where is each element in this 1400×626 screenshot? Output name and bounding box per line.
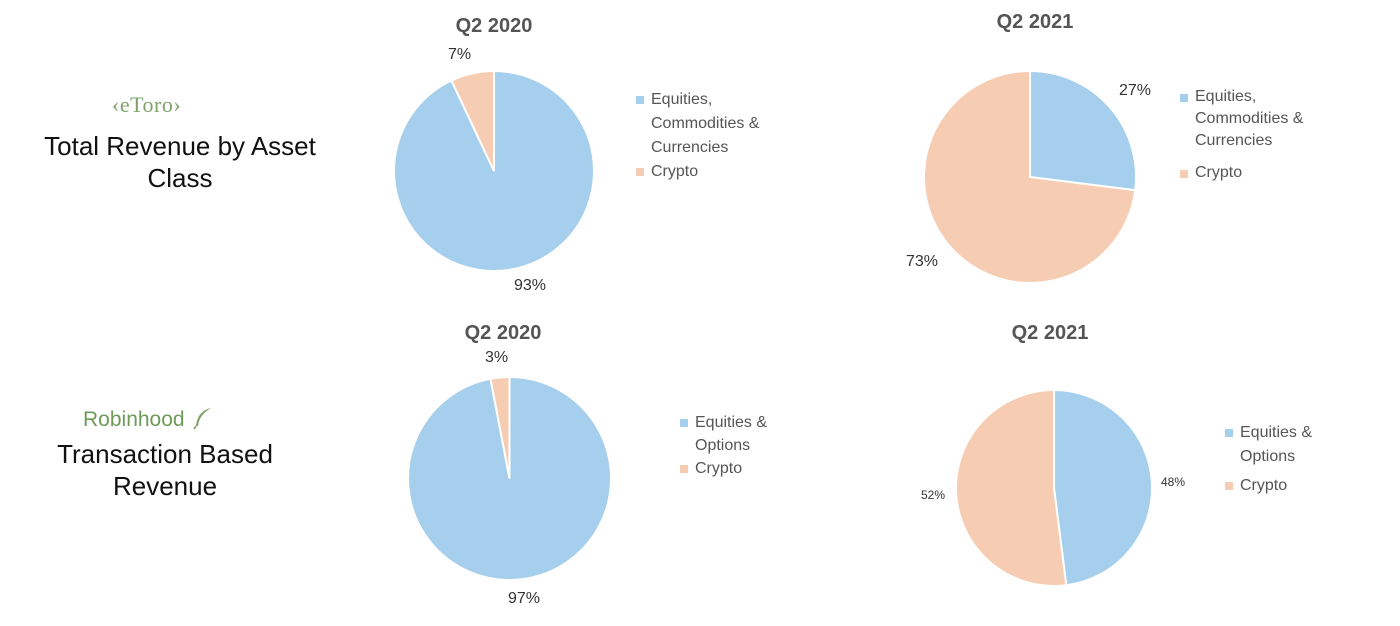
section-title-robinhood: Transaction Based Revenue (5, 438, 325, 502)
legend-swatch-crypto (1180, 170, 1188, 178)
robinhood-logo-text: Robinhood (83, 408, 185, 431)
pct-label-crypto: 3% (485, 349, 509, 366)
legend: Equities & Options Crypto (680, 411, 767, 480)
pct-label-crypto: 7% (448, 46, 472, 63)
pct-label-crypto: 52% (921, 488, 946, 502)
pct-label-equities: 48% (1161, 475, 1186, 489)
legend-item-crypto: Crypto (680, 457, 767, 480)
pie-chart-robinhood-2021 (955, 388, 1153, 587)
legend-item-crypto: Crypto (1225, 474, 1312, 498)
feather-icon (193, 408, 212, 430)
chart-title: Q2 2021 (996, 11, 1074, 33)
legend-swatch-equities (680, 419, 688, 427)
section-title-line: Revenue (112, 471, 218, 501)
pct-label-equities: 27% (1119, 82, 1152, 99)
legend-swatch-equities (1225, 429, 1233, 437)
legend-label: Crypto (1240, 477, 1288, 494)
legend-item-equities: Equities, Commodities & Currencies (636, 88, 759, 160)
pie-slice-crypto (955, 388, 1068, 587)
legend-label: Crypto (1195, 164, 1243, 181)
legend-label: Currencies (1195, 132, 1273, 149)
pie-slice-equities (1029, 69, 1137, 192)
legend-item-equities: Equities, Commodities & Currencies (1180, 86, 1303, 152)
legend-label: Crypto (695, 460, 743, 477)
legend-label: Currencies (651, 139, 729, 156)
legend-label: Options (695, 437, 751, 454)
pie-slice-crypto (489, 375, 511, 479)
legend: Equities & Options Crypto (1225, 421, 1312, 498)
legend-swatch-crypto (636, 168, 644, 176)
pie-slice-crypto (923, 69, 1137, 284)
pie-slice-crypto (450, 69, 495, 172)
legend-label: Commodities & (651, 115, 760, 132)
pie-chart-etoro-2020 (393, 69, 595, 272)
pie-slice-equities (1053, 388, 1153, 587)
legend-item-crypto: Crypto (1180, 162, 1303, 184)
legend-label: Equities, (651, 91, 713, 108)
robinhood-logo: Robinhood (83, 406, 214, 432)
pct-label-equities: 97% (508, 590, 541, 607)
legend-label: Commodities & (1195, 110, 1304, 127)
chart-title: Q2 2020 (464, 322, 542, 344)
pct-label-equities: 93% (514, 277, 547, 294)
legend-swatch-crypto (680, 465, 688, 473)
section-title-line: Class (147, 163, 213, 193)
pct-label-crypto: 73% (906, 253, 939, 270)
legend-item-crypto: Crypto (636, 160, 759, 184)
legend-label: Equities & (695, 414, 768, 431)
legend-label: Equities & (1240, 424, 1313, 441)
legend-swatch-crypto (1225, 482, 1233, 490)
legend-label: Crypto (651, 163, 699, 180)
section-title-line: Transaction Based (57, 439, 273, 469)
pie-chart-robinhood-2020 (407, 375, 612, 581)
legend-label: Equities, (1195, 88, 1257, 105)
legend-swatch-equities (1180, 94, 1188, 102)
section-title-etoro: Total Revenue by Asset Class (10, 130, 350, 194)
legend: Equities, Commodities & Currencies Crypt… (1180, 86, 1303, 184)
etoro-logo: ‹eToro› (112, 92, 181, 118)
legend-item-equities: Equities & Options (680, 411, 767, 457)
section-title-line: Total Revenue by Asset (44, 131, 316, 161)
etoro-logo-text: ‹eToro› (112, 92, 182, 117)
legend-label: Options (1240, 448, 1296, 465)
chart-title: Q2 2020 (455, 15, 533, 37)
legend: Equities, Commodities & Currencies Crypt… (636, 88, 759, 184)
legend-item-equities: Equities & Options (1225, 421, 1312, 469)
pie-chart-etoro-2021 (923, 69, 1137, 284)
chart-title: Q2 2021 (1011, 322, 1089, 344)
legend-swatch-equities (636, 96, 644, 104)
